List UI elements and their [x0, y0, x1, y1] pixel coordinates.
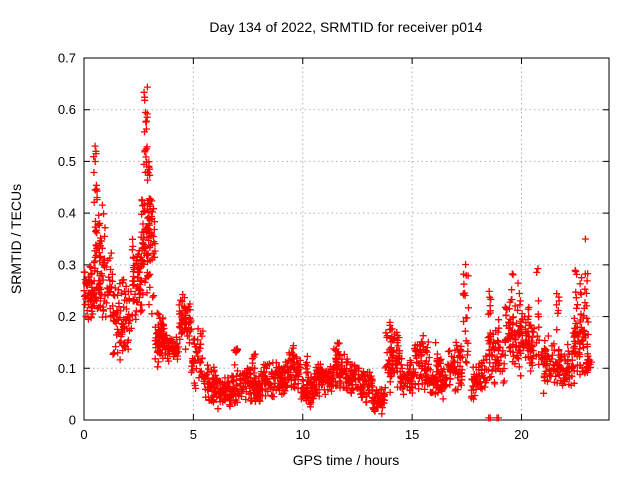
x-tick-label: 15: [405, 427, 419, 442]
x-tick-label: 5: [190, 427, 197, 442]
x-tick-label: 0: [80, 427, 87, 442]
y-tick-label: 0.2: [58, 309, 76, 324]
x-tick-label: 10: [296, 427, 310, 442]
y-tick-label: 0: [69, 413, 76, 428]
y-axis-label: SRMTID / TECUs: [8, 184, 24, 294]
y-tick-label: 0.6: [58, 102, 76, 117]
y-tick-label: 0.5: [58, 154, 76, 169]
x-tick-label: 20: [514, 427, 528, 442]
chart-title: Day 134 of 2022, SRMTID for receiver p01…: [209, 19, 482, 35]
y-tick-label: 0.4: [58, 206, 76, 221]
y-tick-label: 0.3: [58, 257, 76, 272]
plot-border: [83, 57, 610, 421]
y-tick-label: 0.1: [58, 361, 76, 376]
x-axis-label: GPS time / hours: [293, 452, 400, 468]
tick-labels: 0 5 10 15 20 0 0.1 0.2 0.3 0.4 0.5 0.6 0.7: [58, 51, 529, 443]
data-points: [80, 83, 595, 422]
y-tick-label: 0.7: [58, 51, 76, 66]
